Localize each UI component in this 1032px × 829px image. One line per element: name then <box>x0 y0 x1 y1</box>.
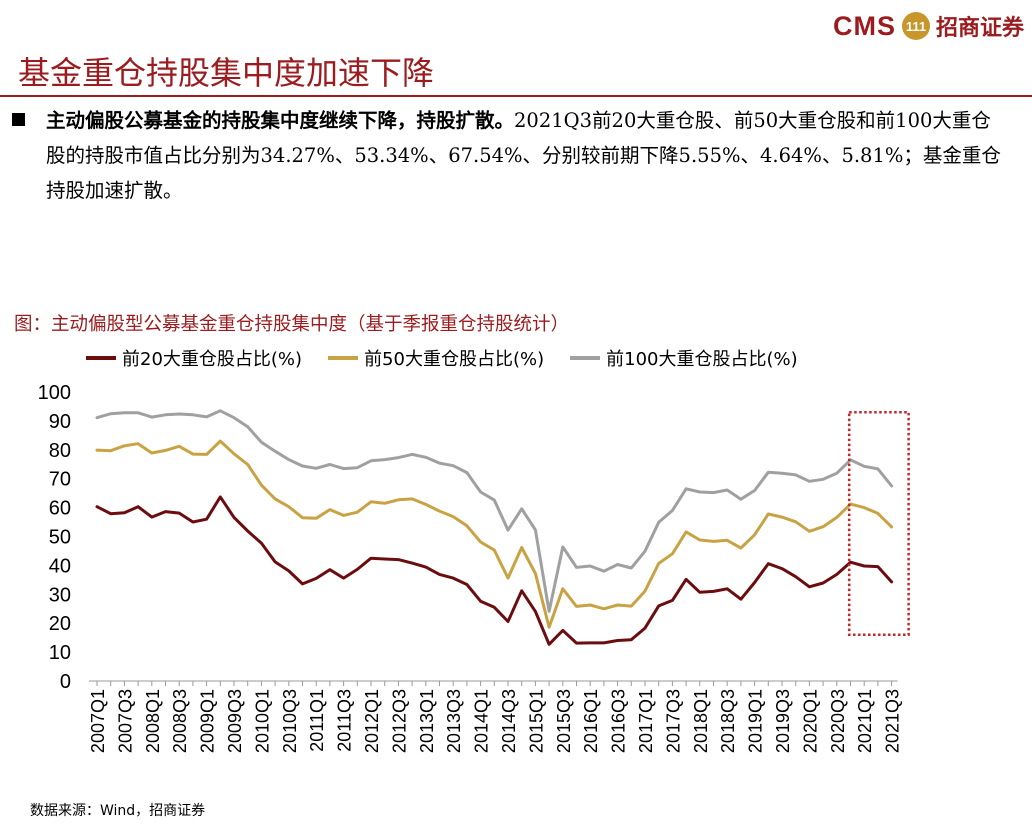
y-tick-label: 40 <box>49 555 71 577</box>
summary-paragraph: 主动偏股公募基金的持股集中度继续下降，持股扩散。2021Q3前20大重仓股、前5… <box>46 103 1006 208</box>
y-tick-label: 60 <box>49 498 71 520</box>
x-tick-label: 2020Q1 <box>800 689 820 753</box>
series-line-top100 <box>95 409 894 613</box>
x-tick-label: 2009Q1 <box>198 689 218 753</box>
legend-swatch-top50 <box>328 356 359 360</box>
legend-item-top100: 前100大重仓股占比(%) <box>570 345 798 371</box>
x-tick-label: 2015Q3 <box>554 689 574 753</box>
chart-legend: 前20大重仓股占比(%) 前50大重仓股占比(%) 前100大重仓股占比(%) <box>86 345 824 371</box>
x-tick-label: 2020Q3 <box>828 689 848 753</box>
page-title: 基金重仓持股集中度加速下降 <box>18 54 435 92</box>
line-chart: 0 10 20 30 40 50 60 70 80 90 100 2007Q1 2007Q3 2008Q1… <box>38 382 910 753</box>
series-line-top20 <box>95 495 894 646</box>
brand-logo: CMS 111 招商证券 <box>833 8 1024 44</box>
legend-item-top50: 前50大重仓股占比(%) <box>328 345 544 371</box>
legend-label-top100: 前100大重仓股占比(%) <box>606 349 798 370</box>
legend-swatch-top20 <box>86 356 116 360</box>
y-tick-label: 70 <box>49 469 71 491</box>
series-line-top50 <box>95 439 894 629</box>
chart-title: 图：主动偏股型公募基金重仓持股集中度（基于季报重仓持股统计） <box>14 314 570 335</box>
x-tick-label: 2012Q1 <box>362 689 382 753</box>
x-tick-label: 2021Q3 <box>883 689 903 753</box>
x-tick-label: 2008Q1 <box>143 689 163 753</box>
data-source-note: 数据来源：Wind，招商证券 <box>30 803 206 819</box>
x-tick-label: 2014Q1 <box>472 689 492 753</box>
y-tick-label: 30 <box>49 584 71 606</box>
x-tick-label: 2013Q1 <box>417 689 437 753</box>
x-tick-label: 2009Q3 <box>225 689 245 753</box>
x-tick-label: 2012Q3 <box>389 689 409 753</box>
logo-badge-icon: 111 <box>901 12 930 40</box>
bullet-square-icon <box>12 113 25 126</box>
x-tick-label: 2011Q3 <box>335 689 355 752</box>
x-tick-label: 2018Q3 <box>718 689 738 753</box>
legend-label-top20: 前20大重仓股占比(%) <box>122 349 303 370</box>
x-tick-label: 2019Q1 <box>746 689 766 753</box>
summary-bold-text: 主动偏股公募基金的持股集中度继续下降，持股扩散。 <box>46 109 515 132</box>
x-tick-label: 2014Q3 <box>499 689 519 753</box>
x-tick-label: 2008Q3 <box>170 689 190 753</box>
x-tick-label: 2021Q1 <box>855 689 875 753</box>
x-tick-label: 2013Q3 <box>444 689 464 753</box>
legend-label-top50: 前50大重仓股占比(%) <box>364 349 545 370</box>
x-tick-label: 2018Q1 <box>691 689 711 753</box>
x-tick-label: 2015Q1 <box>526 689 546 753</box>
y-tick-label: 50 <box>49 527 71 549</box>
legend-item-top20: 前20大重仓股占比(%) <box>86 345 302 371</box>
x-tick-label: 2017Q3 <box>663 689 683 753</box>
y-tick-label: 10 <box>49 642 71 664</box>
x-tick-label: 2007Q3 <box>115 689 135 753</box>
x-tick-label: 2019Q3 <box>773 689 793 753</box>
logo-text: CMS <box>832 10 896 41</box>
x-tick-label: 2007Q1 <box>88 689 108 753</box>
x-tick-label: 2016Q1 <box>581 689 601 753</box>
title-divider <box>0 95 1032 97</box>
y-tick-label: 90 <box>49 411 71 433</box>
logo-chinese-name: 招商证券 <box>935 15 1024 41</box>
x-tick-label: 2016Q3 <box>609 689 629 753</box>
y-tick-label: 80 <box>49 440 71 462</box>
highlight-box <box>847 410 910 637</box>
x-tick-label: 2011Q1 <box>307 689 327 752</box>
y-tick-label: 100 <box>38 382 71 404</box>
x-tick-label: 2010Q1 <box>252 689 272 753</box>
x-tick-label: 2010Q3 <box>280 689 300 753</box>
x-tick-label: 2017Q1 <box>636 689 656 753</box>
y-tick-label: 20 <box>49 613 71 635</box>
summary-text: 2021Q3前20大重仓股、前50大重仓股和前100大重仓股的持股市值占比分别为… <box>46 109 1001 202</box>
legend-swatch-top100 <box>570 356 601 360</box>
y-tick-label: 0 <box>60 671 71 693</box>
